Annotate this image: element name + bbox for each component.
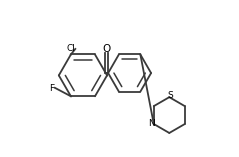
Text: O: O bbox=[103, 44, 111, 54]
Text: F: F bbox=[49, 84, 54, 93]
Text: N: N bbox=[149, 119, 155, 128]
Text: S: S bbox=[167, 91, 173, 100]
Text: Cl: Cl bbox=[66, 44, 75, 53]
